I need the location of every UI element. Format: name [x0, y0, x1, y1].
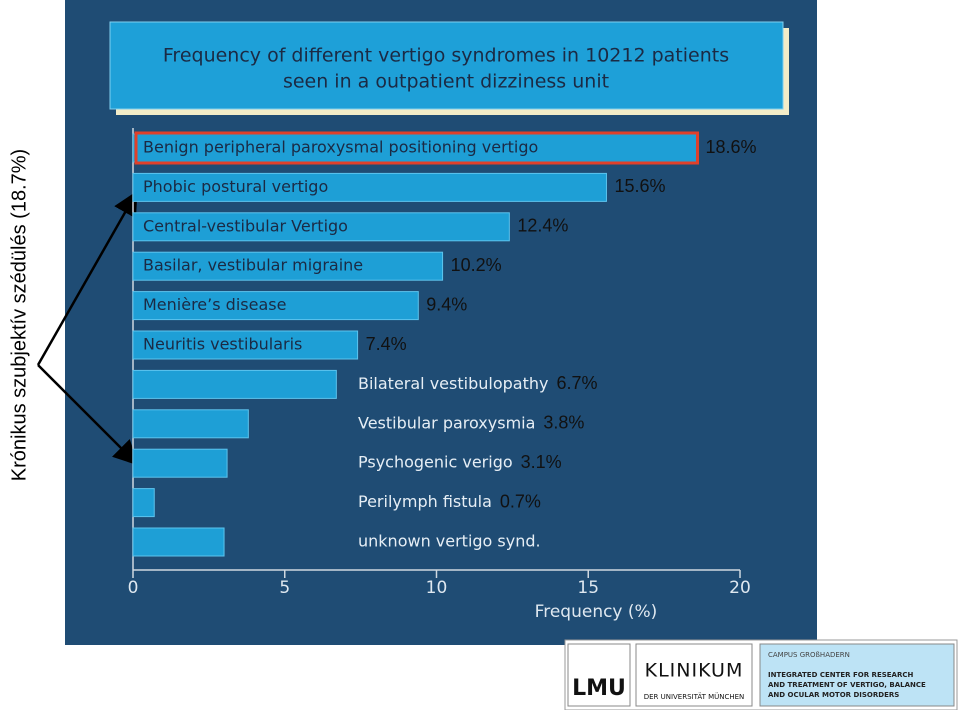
logo-box: [759, 643, 955, 707]
plot: 0 5 10 15 20 Benign peripheral paroxysmal pos…: [128, 128, 757, 598]
category-label: Neuritis vestibularis: [143, 335, 302, 354]
klinikum-sub: DER UNIVERSITÄT MÜNCHEN: [644, 692, 745, 701]
klinikum-logo: KLINIKUM: [645, 660, 744, 682]
x-tick-label: 20: [729, 578, 751, 598]
value-label: 10.2%: [451, 255, 502, 275]
campus: CAMPUS GROßHADERN: [768, 651, 850, 659]
value-label: 12.4%: [517, 216, 568, 236]
side-note: Krónikus szubjektív szédülés (18.7%): [8, 149, 30, 481]
bar: [132, 330, 359, 360]
x-tick-label: 15: [577, 578, 599, 598]
category-label: Phobic postural vertigo: [143, 177, 328, 196]
bar: [132, 369, 337, 399]
bar: [132, 291, 419, 321]
category-label: Menière’s disease: [143, 295, 286, 314]
logo-box: [635, 643, 753, 707]
x-tick-label: 5: [279, 578, 290, 598]
lmu-logo: LMU: [572, 676, 626, 701]
category-label: Central-vestibular Vertigo: [143, 216, 348, 235]
bar: [132, 488, 155, 518]
bar: [132, 527, 225, 557]
chart-title: seen in a outpatient dizziness unit: [283, 71, 609, 93]
bar: [132, 409, 249, 439]
x-tick-label: 10: [426, 578, 448, 598]
value-label: 7.4%: [366, 334, 407, 354]
arrow: [36, 190, 138, 366]
logos: LMU KLINIKUM DER UNIVERSITÄT MÜNCHEN CAM…: [564, 639, 958, 710]
value-label: 18.6%: [706, 137, 757, 157]
value-label: 9.4%: [426, 294, 467, 314]
center-line: AND OCULAR MOTOR DISORDERS: [768, 691, 899, 699]
chart-title: Frequency of different vertigo syndromes…: [163, 45, 729, 67]
value-label: 0.7%: [500, 491, 541, 511]
center-line: INTEGRATED CENTER FOR RESEARCH: [768, 671, 913, 679]
category-label: Perilymph fistula: [358, 492, 492, 511]
category-label: Bilateral vestibulopathy: [358, 374, 548, 393]
highlight-outline: [134, 131, 700, 165]
bar: [132, 212, 510, 242]
value-label: 6.7%: [556, 373, 597, 393]
category-label: Psychogenic verigo: [358, 453, 513, 472]
logo-box: [567, 643, 631, 707]
x-axis-title: Frequency (%): [535, 602, 658, 622]
category-label: Benign peripheral paroxysmal positioning…: [143, 138, 538, 157]
bar: [132, 448, 228, 478]
category-label: unknown vertigo synd.: [358, 532, 541, 551]
center-line: AND TREATMENT OF VERTIGO, BALANCE: [768, 681, 926, 689]
value-label: 15.6%: [614, 176, 665, 196]
bar: [132, 251, 444, 281]
category-label: Vestibular paroxysmia: [358, 413, 535, 432]
category-label: Basilar, vestibular migraine: [143, 256, 363, 275]
value-label: 3.8%: [543, 413, 584, 433]
value-label: 3.1%: [521, 452, 562, 472]
bar: [132, 172, 607, 202]
x-tick-label: 0: [128, 578, 139, 598]
arrow: [37, 364, 139, 466]
title-box: [109, 21, 784, 110]
